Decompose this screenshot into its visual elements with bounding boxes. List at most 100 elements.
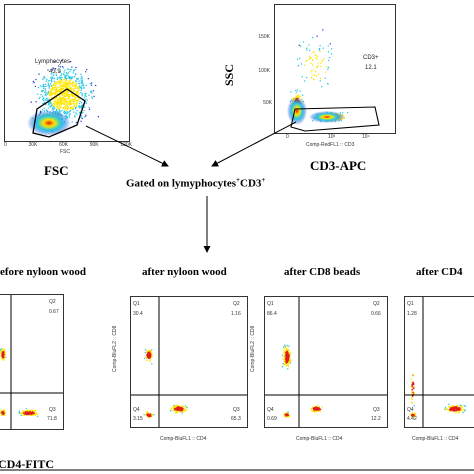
scatter-dot	[52, 83, 55, 85]
scatter-dot	[80, 82, 83, 84]
scatter-dot	[283, 363, 285, 366]
gating-caption-text: Gated on lymyphocytes	[126, 177, 236, 190]
q4-label: Q4	[133, 407, 140, 413]
panel-points	[281, 344, 324, 418]
scatter-dot	[181, 407, 183, 409]
scatter-dot	[64, 102, 67, 104]
scatter-dot	[67, 83, 70, 86]
scatter-dot	[455, 406, 457, 408]
q1-label: Q1	[133, 301, 140, 307]
scatter-dot	[73, 75, 76, 78]
scatter-dot	[70, 88, 73, 91]
scatter-dot	[78, 97, 80, 100]
scatter-dot	[75, 103, 78, 105]
scatter-dot	[85, 84, 87, 87]
scatter-dot	[70, 93, 73, 96]
scatter-dot	[284, 412, 286, 414]
scatter-dot	[55, 96, 58, 99]
scatter-dot	[64, 81, 67, 84]
scatter-dot	[66, 86, 68, 88]
scatter-dot	[72, 99, 74, 101]
scatter-dot	[50, 84, 53, 87]
arrow-from-fsc	[85, 125, 169, 167]
scatter-dot	[52, 106, 55, 108]
scatter-dot	[54, 67, 57, 70]
scatter-dot	[73, 94, 75, 97]
scatter-dot	[66, 73, 68, 75]
scatter-dot	[178, 407, 180, 409]
scatter-dot	[48, 86, 50, 88]
scatter-dot	[316, 35, 318, 37]
scatter-dot	[69, 113, 71, 115]
scatter-dot	[410, 391, 413, 394]
scatter-dot	[463, 408, 465, 411]
scatter-dot	[59, 66, 61, 68]
scatter-dot	[52, 86, 54, 89]
q1-value: 30.4	[133, 311, 143, 317]
scatter-dot	[60, 101, 62, 104]
scatter-dot	[311, 410, 314, 413]
scatter-dot	[45, 85, 47, 88]
x-tick: 60K	[59, 142, 68, 148]
scatter-dot	[65, 71, 68, 74]
scatter-dot	[309, 57, 311, 59]
scatter-dot	[41, 95, 44, 97]
scatter-dot	[63, 82, 66, 85]
fsc-axis-label: FSC	[60, 149, 70, 155]
scatter-dot	[34, 409, 37, 412]
scatter-dot	[306, 47, 308, 49]
scatter-dot	[296, 58, 299, 61]
scatter-dot	[54, 102, 56, 104]
scatter-dot	[288, 361, 290, 363]
scatter-dot	[50, 79, 53, 81]
scatter-dot	[411, 414, 413, 416]
scatter-dot	[63, 111, 66, 113]
scatter-dot	[51, 80, 53, 83]
scatter-dot	[46, 99, 49, 101]
scatter-dot	[311, 69, 313, 71]
scatter-dot	[44, 85, 46, 88]
scatter-dot	[313, 74, 316, 76]
scatter-dot	[55, 91, 57, 94]
scatter-dot	[71, 84, 74, 86]
scatter-dot	[63, 102, 65, 104]
scatter-dot	[63, 71, 65, 73]
scatter-dot	[0, 414, 3, 416]
scatter-dot	[76, 109, 78, 112]
scatter-dot	[0, 413, 3, 415]
scatter-dot	[341, 112, 344, 114]
scatter-dot	[313, 51, 316, 53]
scatter-dot	[48, 84, 51, 87]
scatter-dot	[55, 108, 58, 111]
scatter-dot	[51, 90, 54, 92]
scatter-dot	[299, 57, 301, 60]
scatter-dot	[460, 407, 462, 409]
scatter-dot	[148, 350, 151, 352]
scatter-dot	[64, 112, 66, 115]
scatter-dot	[51, 77, 54, 79]
scatter-dot	[306, 59, 308, 62]
scatter-dot	[59, 97, 61, 99]
scatter-dot	[54, 81, 57, 83]
scatter-dot	[61, 99, 63, 102]
scatter-dot	[80, 116, 82, 118]
scatter-dot	[74, 85, 76, 88]
scatter-dot	[55, 87, 57, 89]
scatter-dot	[68, 107, 70, 109]
scatter-dot	[320, 62, 322, 65]
scatter-dot	[35, 412, 38, 414]
scatter-dot	[84, 93, 87, 96]
scatter-dot	[42, 90, 44, 92]
scatter-dot	[413, 383, 415, 386]
scatter-dot	[45, 95, 47, 97]
scatter-dot	[282, 414, 285, 416]
scatter-dot	[313, 78, 315, 81]
quadrant-plot-after-nylon: Q1 30.4 Q2 1.16 Q4 3.15 Q3 65.3	[130, 296, 248, 428]
scatter-dot	[175, 412, 177, 414]
scatter-dot	[68, 85, 70, 88]
scatter-dot	[4, 349, 6, 351]
scatter-dot	[457, 410, 459, 413]
scatter-dot	[73, 111, 75, 113]
scatter-dot	[412, 373, 414, 375]
scatter-dot	[182, 405, 184, 408]
